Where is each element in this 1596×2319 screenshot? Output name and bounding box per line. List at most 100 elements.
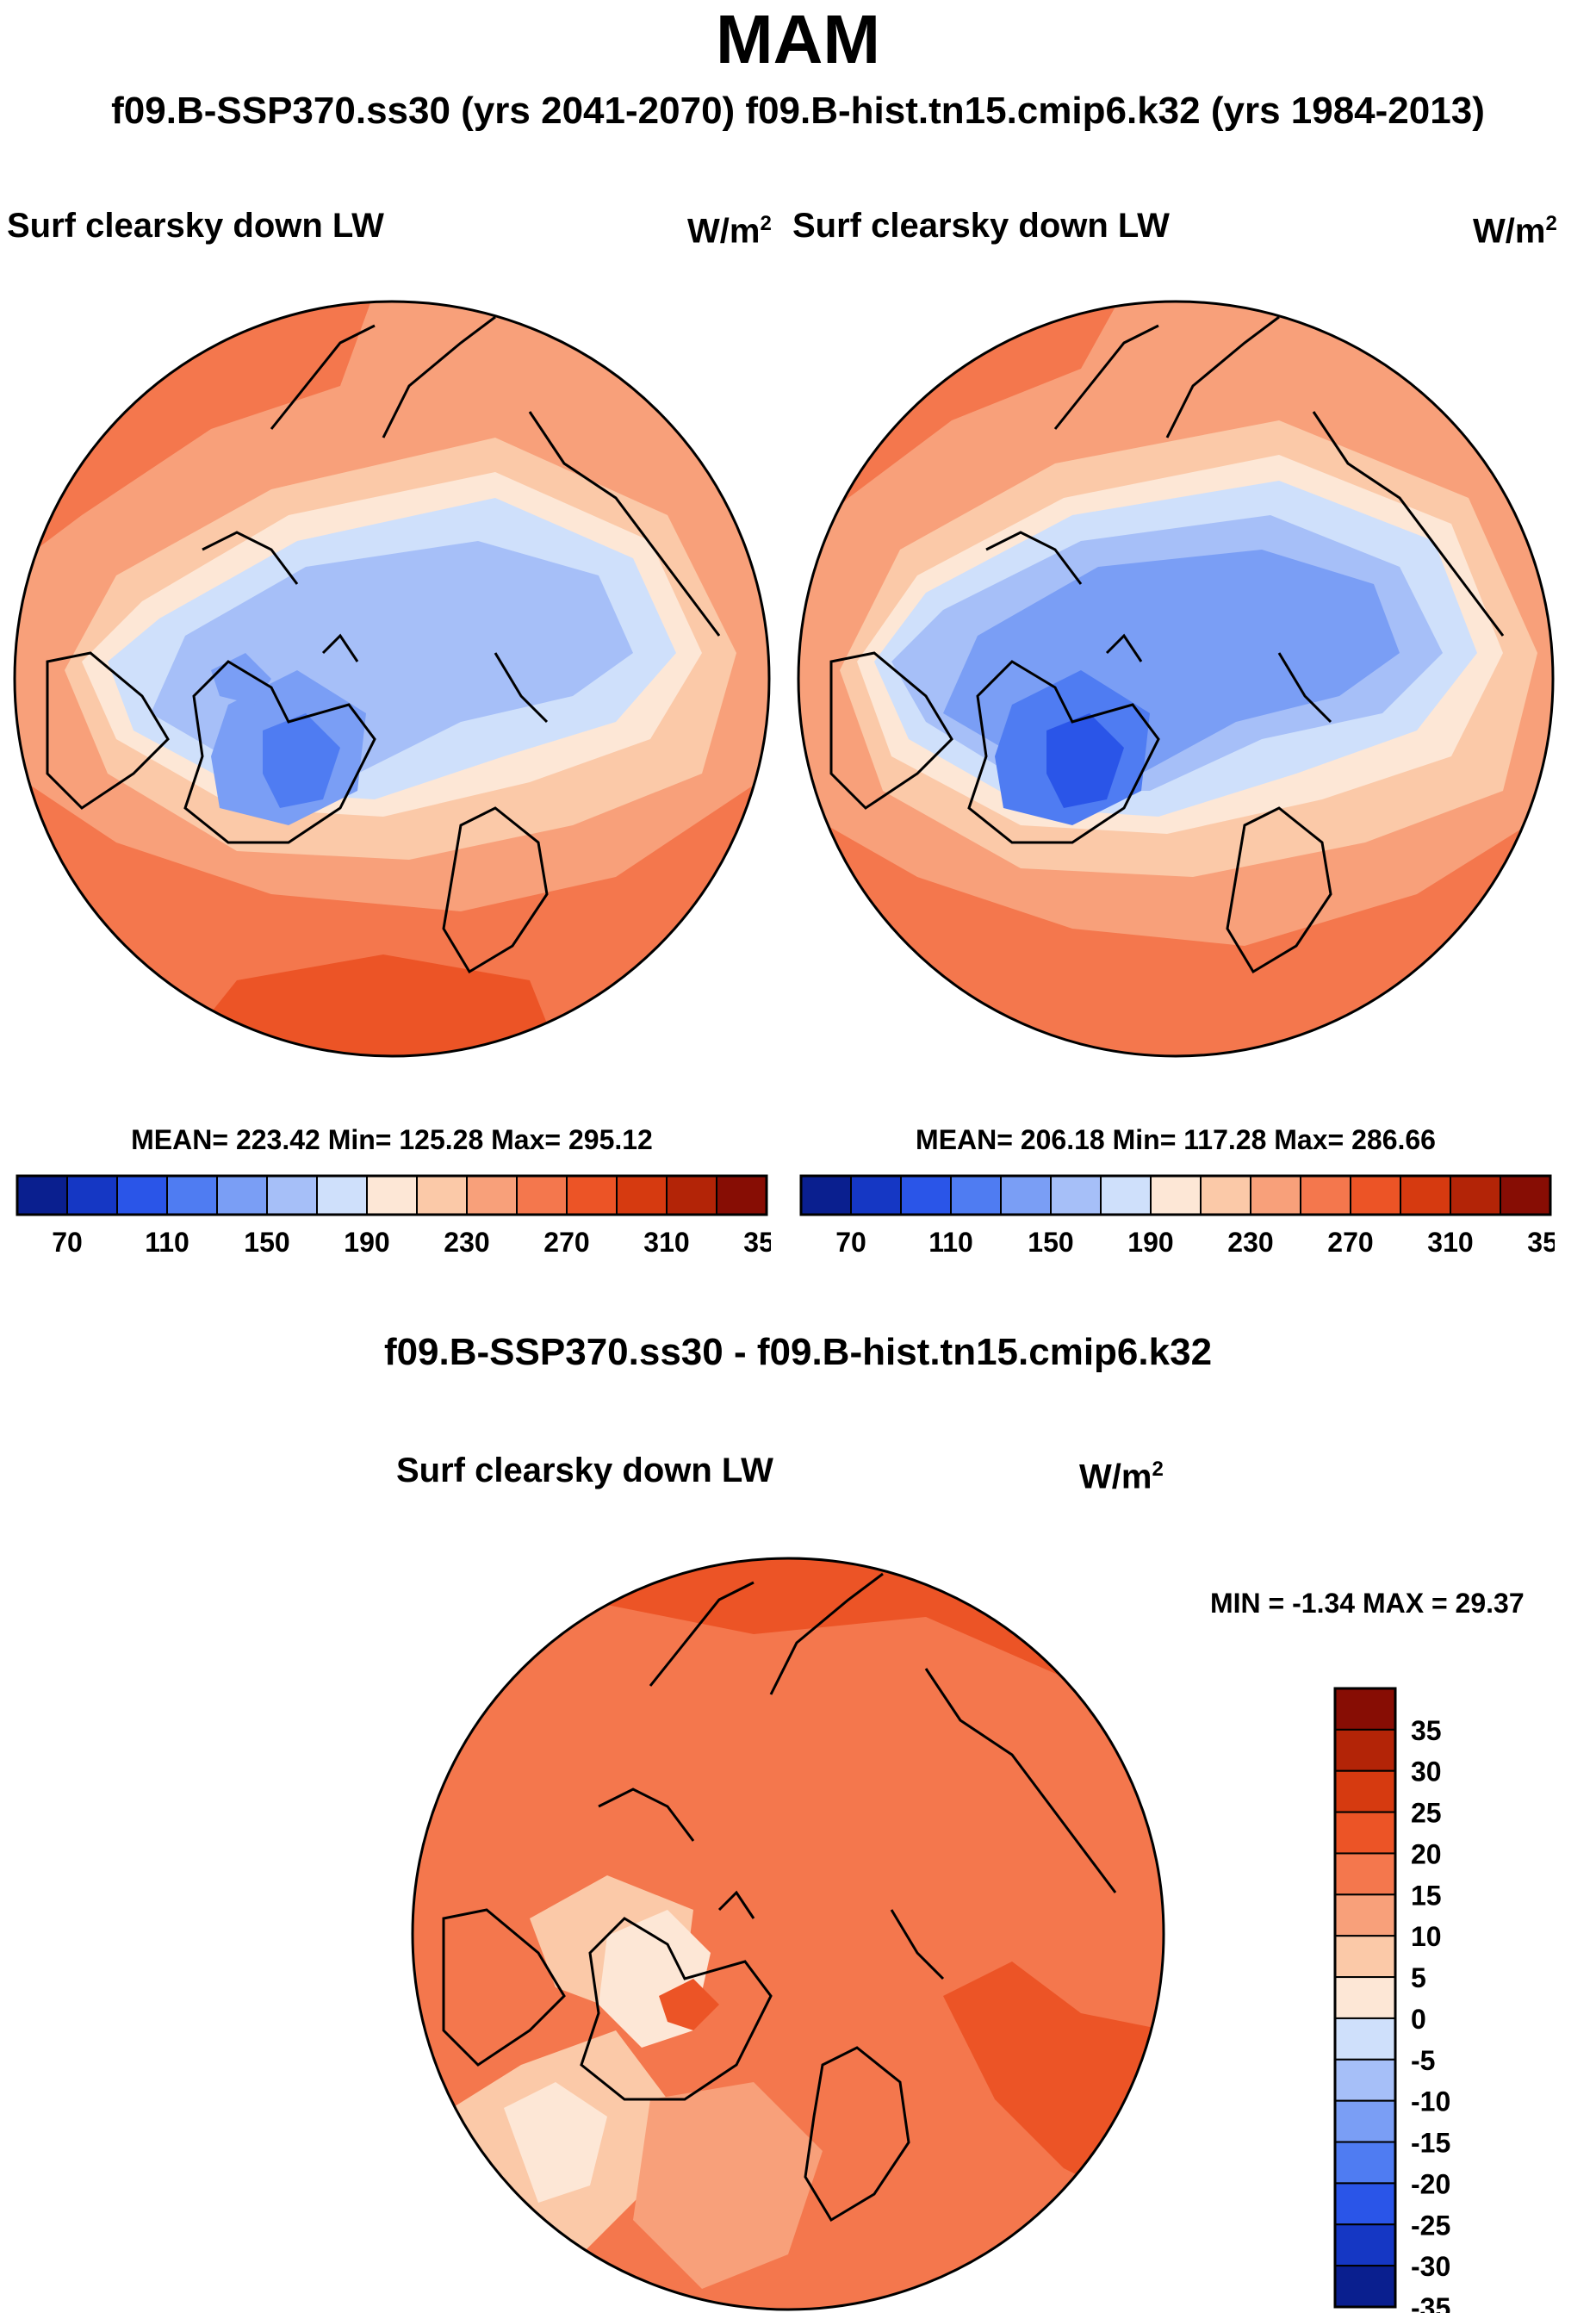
- panel2-colorbar-swatch: [1300, 1175, 1351, 1215]
- panel2-colorbar-swatch: [1250, 1175, 1301, 1215]
- diff-colorbar-tick-label: 5: [1411, 1962, 1426, 1993]
- diffmap-small-warm: [659, 1979, 719, 2030]
- panel2-colorbar-swatch: [1200, 1175, 1251, 1215]
- panel2-colorbar-tick-label: 270: [1327, 1227, 1373, 1258]
- panel1-colorbar-swatch: [66, 1175, 118, 1215]
- panel1-colorbar-swatch: [416, 1175, 468, 1215]
- diff-colorbar-tick-label: 35: [1411, 1715, 1442, 1746]
- panel2-colorbar-tick-label: 190: [1127, 1227, 1173, 1258]
- diffmap-cream-patch: [504, 2082, 607, 2203]
- panel2-stats: MEAN= 206.18 Min= 117.28 Max= 286.66: [916, 1124, 1436, 1155]
- panel1-colorbar-swatch: [16, 1175, 68, 1215]
- diff-colorbar-tick-label: 25: [1411, 1798, 1442, 1829]
- panel2-colorbar-frame: [799, 1174, 1552, 1216]
- diff-colorbar-swatch: [1334, 1852, 1396, 1896]
- diff-colorbar-swatch: [1334, 2099, 1396, 2143]
- panel2-colorbar-tick-label: 150: [1028, 1227, 1073, 1258]
- panel1-colorbar-swatch: [666, 1175, 717, 1215]
- diff-colorbar-swatch: [1334, 2223, 1396, 2267]
- panel1-colorbar-tick-label: 150: [244, 1227, 289, 1258]
- panel2-colorbar-tick-label: 310: [1427, 1227, 1473, 1258]
- panel1-colorbar-tick-label: 190: [344, 1227, 389, 1258]
- panel2-colorbar-swatch: [1000, 1175, 1052, 1215]
- diff-colorbar-tick-label: -30: [1411, 2251, 1450, 2282]
- diff-colorbar-tick-label: -5: [1411, 2045, 1435, 2076]
- panel1-colorbar-tick-label: 350: [743, 1227, 771, 1258]
- panel2-colorbar-tick-label: 70: [835, 1227, 866, 1258]
- panel1-colorbar-tick-label: 110: [145, 1227, 189, 1258]
- cases-subtitle: f09.B-SSP370.ss30 (yrs 2041-2070) f09.B-…: [111, 90, 1485, 132]
- map2-atlantic-warm: [798, 808, 1553, 1056]
- panel2-colorbar-swatch: [950, 1175, 1002, 1215]
- diff-colorbar-swatch: [1334, 1769, 1396, 1813]
- diff-colorbar-tick-label: -10: [1411, 2086, 1450, 2117]
- diff-variable-label: Surf clearsky down LW: [396, 1452, 773, 1489]
- panel2-colorbar-swatch: [1350, 1175, 1401, 1215]
- panel1-polar-map: [13, 300, 771, 1058]
- panel1-colorbar-frame: [16, 1174, 768, 1216]
- diff-colorbar-frame: [1333, 1687, 1397, 2309]
- panel2-colorbar: 70 110 150 190 230 270 310 350: [799, 1174, 1555, 1258]
- panel1-variable-label: Surf clearsky down LW: [7, 207, 384, 245]
- diff-minmax: MIN = -1.34 MAX = 29.37: [1210, 1588, 1525, 1619]
- diff-colorbar-swatch: [1334, 1976, 1396, 2019]
- diff-colorbar-swatch: [1334, 2141, 1396, 2185]
- diff-units: W/m2: [1079, 1458, 1164, 1496]
- panel2-colorbar-swatch: [1100, 1175, 1152, 1215]
- panel2-colorbar-swatch: [1150, 1175, 1202, 1215]
- diff-colorbar-swatch: [1334, 1728, 1396, 1772]
- panel1-colorbar-swatch: [166, 1175, 218, 1215]
- panel1-colorbar-swatch: [466, 1175, 518, 1215]
- diff-colorbar-swatch: [1334, 1811, 1396, 1855]
- panel2-colorbar-swatch: [1400, 1175, 1451, 1215]
- diff-colorbar-tick-label: 20: [1411, 1838, 1442, 1869]
- panel2-colorbar-swatch: [1050, 1175, 1102, 1215]
- map1-boundary-circle: [13, 300, 771, 1058]
- diff-colorbar-swatch: [1334, 2017, 1396, 2061]
- diff-colorbar-swatch: [1334, 1688, 1396, 1731]
- panel1-colorbar-swatch: [516, 1175, 568, 1215]
- panel1-colorbar-swatch: [566, 1175, 618, 1215]
- diffmap-europe-salmon: [633, 2082, 823, 2289]
- panel1-colorbar-swatch: [316, 1175, 368, 1215]
- diffmap-boundary-circle: [411, 1557, 1165, 2311]
- diff-colorbar-tick-label: 15: [1411, 1880, 1442, 1911]
- difference-polar-map: [411, 1557, 1165, 2311]
- panel1-stats: MEAN= 223.42 Min= 125.28 Max= 295.12: [131, 1124, 653, 1155]
- difference-colorbar: 35 30 25 20 15 10 5 0 -5 -10 -15 -20 -25 -30 -35: [1333, 1687, 1450, 2313]
- panel2-colorbar-swatch: [1500, 1175, 1551, 1215]
- panel1-colorbar-tick-label: 310: [643, 1227, 689, 1258]
- diff-colorbar-swatch: [1334, 1935, 1396, 1979]
- diff-colorbar-swatch: [1334, 1893, 1396, 1937]
- panel1-colorbar-tick-label: 230: [444, 1227, 489, 1258]
- panel1-colorbar-swatch: [116, 1175, 168, 1215]
- diff-colorbar-tick-label: 10: [1411, 1921, 1442, 1952]
- diffmap-coastlines: [442, 1572, 1117, 2223]
- panel2-variable-label: Surf clearsky down LW: [792, 207, 1170, 245]
- panel2-colorbar-swatch: [850, 1175, 902, 1215]
- map1-archipelago-cold: [211, 653, 271, 705]
- panel1-colorbar-swatch: [616, 1175, 668, 1215]
- panel1-colorbar-tick-label: 270: [543, 1227, 589, 1258]
- difference-title: f09.B-SSP370.ss30 - f09.B-hist.tn15.cmip…: [383, 1331, 1213, 1373]
- diff-colorbar-swatch: [1334, 2182, 1396, 2226]
- panel1-colorbar: 70 110 150 190 230 270 310 350: [16, 1174, 771, 1258]
- panel2-colorbar-tick-label: 230: [1227, 1227, 1273, 1258]
- diff-colorbar-tick-label: -20: [1411, 2168, 1450, 2199]
- panel2-colorbar-swatch: [900, 1175, 952, 1215]
- panel1-colorbar-swatch: [216, 1175, 268, 1215]
- panel2-colorbar-swatch: [1450, 1175, 1501, 1215]
- diff-colorbar-swatch: [1334, 2058, 1396, 2102]
- panel2-colorbar-tick-label: 110: [928, 1227, 973, 1258]
- panel1-units: W/m2: [687, 212, 772, 251]
- diff-colorbar-tick-label: 0: [1411, 2004, 1426, 2035]
- diff-colorbar-tick-label: 30: [1411, 1756, 1442, 1787]
- diff-colorbar-tick-label: -25: [1411, 2210, 1450, 2241]
- panel2-colorbar-tick-label: 350: [1527, 1227, 1555, 1258]
- panel1-colorbar-swatch: [266, 1175, 318, 1215]
- panel2-polar-map: [797, 300, 1555, 1058]
- map2-coastlines: [829, 315, 1505, 974]
- panel1-colorbar-swatch: [716, 1175, 767, 1215]
- panel2-units: W/m2: [1473, 212, 1557, 251]
- diff-colorbar-swatch: [1334, 2265, 1396, 2309]
